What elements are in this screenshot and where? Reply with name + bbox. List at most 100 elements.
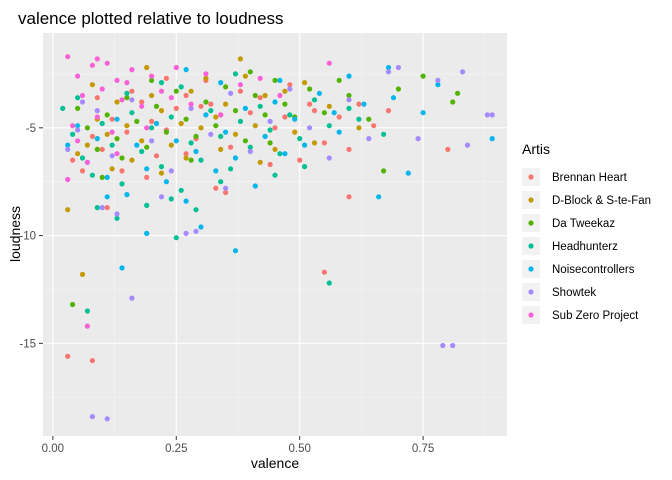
data-point (99, 146, 105, 152)
data-point (366, 116, 372, 122)
data-point (232, 131, 239, 137)
data-point (203, 99, 209, 105)
legend-label: Noisecontrollers (552, 264, 635, 276)
data-point (89, 358, 95, 364)
data-point (65, 146, 71, 152)
data-point (405, 170, 411, 176)
data-point (109, 166, 115, 172)
data-point (282, 114, 288, 120)
data-point (440, 342, 446, 349)
data-point (149, 138, 155, 144)
x-axis: 0.00 0.25 0.50 0.75 (42, 436, 434, 455)
data-point (129, 157, 135, 163)
data-point (158, 164, 165, 170)
data-point (213, 168, 219, 174)
data-point (119, 168, 125, 174)
legend-swatch (528, 243, 534, 249)
data-point (252, 92, 258, 99)
data-point (277, 151, 283, 157)
data-point (232, 71, 239, 77)
data-point (307, 101, 313, 107)
data-point (79, 155, 86, 161)
series-group (60, 71, 387, 314)
data-point (129, 97, 135, 103)
legend-label: Da Tweekaz (552, 218, 615, 230)
data-point (89, 414, 95, 420)
data-point (460, 69, 466, 75)
data-point (282, 151, 288, 157)
data-point (257, 95, 263, 101)
data-point (336, 77, 342, 83)
data-point (326, 280, 332, 286)
data-point (75, 95, 81, 101)
data-point (183, 198, 189, 204)
data-point (223, 84, 229, 90)
data-point (104, 131, 110, 137)
data-point (119, 181, 125, 187)
series-group (65, 64, 495, 271)
data-point (282, 88, 288, 94)
data-point (119, 155, 125, 161)
data-point (198, 224, 204, 230)
gridlines (43, 33, 507, 436)
data-point (183, 230, 189, 236)
data-point (287, 112, 293, 118)
data-point (385, 69, 392, 75)
data-point (277, 77, 283, 83)
data-point (139, 138, 145, 144)
data-point (104, 205, 110, 211)
x-tick-label: 0.25 (165, 443, 187, 455)
data-point (326, 60, 332, 66)
data-point (188, 105, 194, 111)
data-point (415, 136, 421, 142)
data-point (203, 112, 209, 118)
data-point (114, 136, 120, 142)
data-point (129, 67, 135, 73)
data-point (346, 97, 352, 103)
data-point (114, 77, 120, 83)
data-point (376, 194, 382, 200)
data-point (228, 144, 234, 150)
data-point (257, 103, 263, 109)
x-tick-label: 0.00 (42, 443, 64, 455)
series-group (65, 56, 362, 277)
data-point (336, 114, 342, 120)
data-point (178, 84, 184, 90)
data-point (366, 136, 372, 142)
data-point (149, 92, 155, 99)
data-point (247, 148, 253, 155)
data-point (94, 56, 100, 62)
legend-label: Showtek (552, 287, 596, 299)
data-point (252, 183, 258, 189)
data-point (129, 88, 135, 94)
data-point (326, 103, 332, 109)
data-point (361, 101, 367, 107)
data-point (124, 129, 130, 135)
data-point (188, 157, 194, 163)
data-point (208, 131, 214, 137)
data-point (65, 142, 71, 148)
y-tick-label: -15 (19, 338, 36, 350)
data-point (119, 97, 125, 103)
data-point (287, 82, 293, 88)
data-point (89, 172, 95, 178)
data-point (395, 64, 401, 71)
data-point (149, 118, 155, 124)
data-point (139, 99, 145, 105)
data-point (223, 189, 229, 196)
data-point (385, 108, 392, 114)
data-point (163, 129, 169, 135)
legend-label: Sub Zero Project (552, 310, 639, 322)
data-point (203, 71, 209, 77)
data-point (267, 161, 273, 168)
data-point (218, 179, 224, 185)
data-point (144, 174, 150, 180)
data-point (193, 133, 199, 139)
data-point (223, 129, 229, 135)
series-group (65, 75, 451, 364)
data-point (297, 157, 303, 163)
data-point (232, 155, 239, 161)
legend-label: Headhunterz (552, 241, 618, 253)
data-point (464, 142, 471, 148)
data-point (277, 92, 283, 99)
